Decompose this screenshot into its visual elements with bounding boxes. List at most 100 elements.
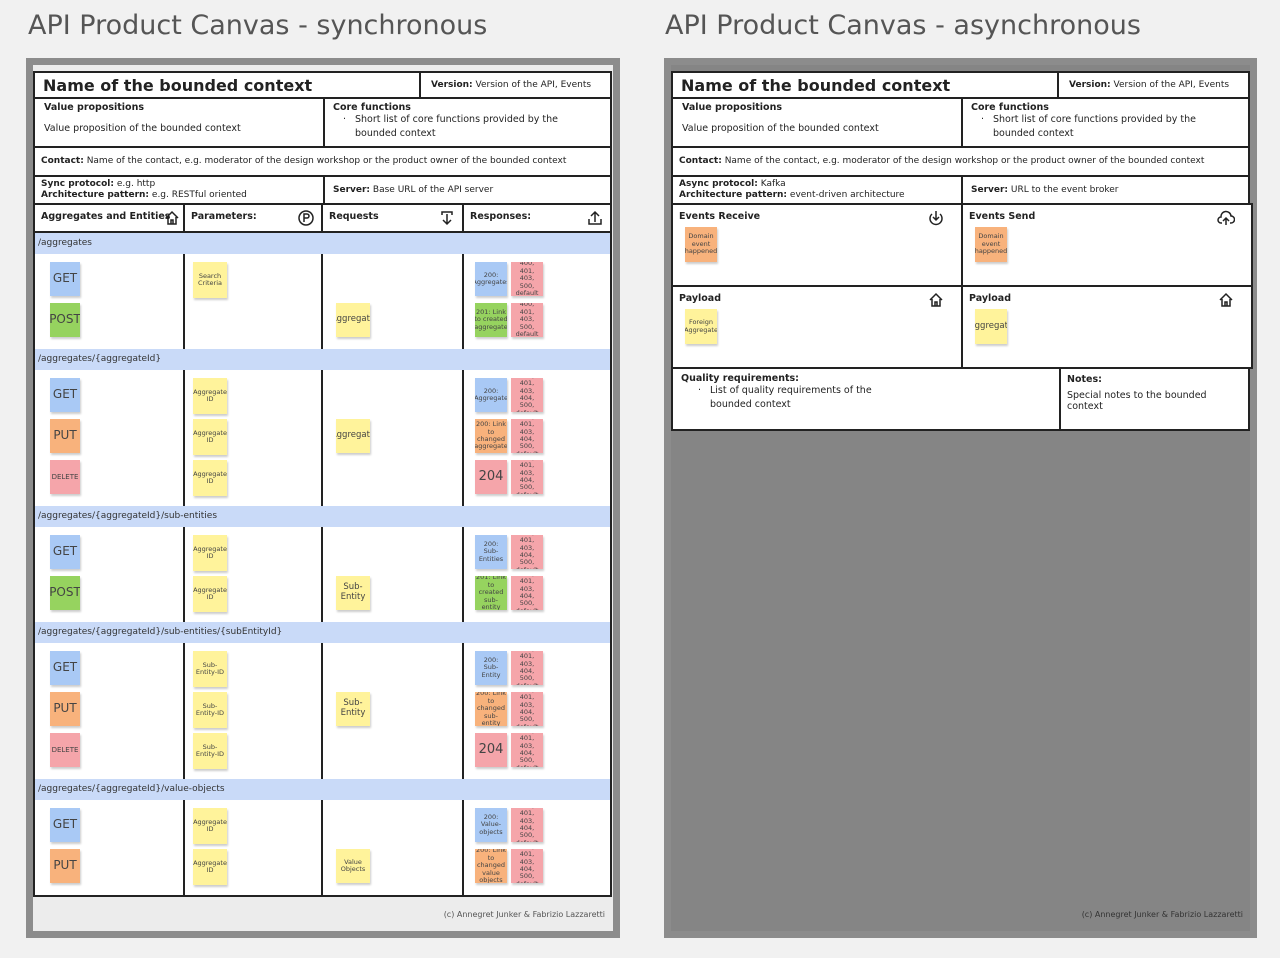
sticky-note: POST: [50, 303, 80, 337]
notes-box: Notes: Special notes to the bounded conte…: [1059, 367, 1250, 431]
sticky-note: 400, 401, 403, 404, 500, default: [511, 378, 543, 412]
notes-text: Special notes to the bounded context: [1067, 390, 1207, 412]
column-header-text: Responses:: [470, 211, 532, 222]
sticky-note: Aggregate ID: [193, 460, 227, 496]
value-propositions-label: Value propositions: [682, 102, 783, 113]
sticky-note: 204: [475, 733, 507, 767]
sticky-note: Aggregate ID: [193, 378, 227, 414]
sticky-note: GET: [50, 378, 80, 412]
bounded-context-name: Name of the bounded context: [43, 76, 313, 95]
notes-label: Notes:: [1067, 374, 1102, 385]
protocol: Sync protocol: e.g. http: [41, 179, 317, 190]
resource-path: /aggregates/{aggregateId}: [35, 349, 610, 370]
sticky-note: Aggregate ID: [193, 808, 227, 844]
core-functions-list: Short list of core functions provided by…: [333, 113, 602, 141]
value-propositions-box: Value propositions Value proposition of t…: [671, 97, 963, 148]
icon: [929, 211, 943, 226]
sticky-note: Sub-Entity-ID: [193, 692, 227, 728]
protocol-label: Async protocol:: [679, 179, 758, 189]
sticky-note: 400, 401, 403, 404, 500, default: [511, 576, 543, 610]
sticky-note: Aggregate: [336, 303, 370, 337]
icon: [1219, 292, 1233, 307]
contact-text: Name of the contact, e.g. moderator of t…: [724, 156, 1205, 166]
sticky-note: 400, 401, 403, 404, 500, default: [511, 849, 543, 883]
name-box: Name of the bounded context: [33, 71, 421, 99]
architecture-label: Architecture pattern:: [41, 190, 150, 200]
server: Server: URL to the event broker: [971, 185, 1240, 196]
server-box: Server: Base URL of the API server: [323, 175, 612, 205]
column-header: Aggregates and Entities: [33, 203, 185, 233]
sticky-note: Domain event happened: [975, 227, 1007, 262]
sticky-note: Aggregate ID: [193, 576, 227, 612]
sticky-note: Search Criteria: [193, 262, 227, 298]
version-label: Version:: [431, 80, 473, 90]
sticky-note: Sub-Entity: [336, 692, 370, 726]
core-functions-list: Short list of core functions provided by…: [971, 113, 1240, 141]
column-divider: [321, 231, 323, 896]
sticky-note: Foreign Aggregate: [685, 309, 717, 344]
sticky-note: 400, 401, 403, 404, 500, default: [511, 733, 543, 767]
sticky-note: GET: [50, 808, 80, 842]
protocol-box: Async protocol: Kafka Architecture patter…: [671, 175, 963, 205]
column-divider: [183, 231, 185, 896]
quality-list: List of quality requirements of the boun…: [681, 384, 900, 412]
sticky-note: PUT: [50, 692, 80, 726]
core-functions-list-item: Short list of core functions provided by…: [993, 113, 1240, 141]
quality-list-item: List of quality requirements of the boun…: [710, 384, 900, 412]
contact-box: Contact: Name of the contact, e.g. moder…: [671, 146, 1250, 177]
version: Version: Version of the API, Events: [1069, 80, 1238, 91]
icon: [588, 210, 602, 225]
resource-path: /aggregates/{aggregateId}/sub-entities/{…: [35, 622, 610, 643]
sticky-note: 400, 401, 403, 404, 500, default: [511, 419, 543, 453]
sticky-note: 201: Link to created aggregate: [475, 303, 507, 337]
contact-box: Contact: Name of the contact, e.g. moder…: [33, 146, 612, 177]
sticky-note: 204: [475, 460, 507, 494]
sticky-note: 400, 401, 403, 404, 500, default: [511, 651, 543, 685]
contact-label: Contact:: [41, 156, 84, 166]
event-box: Events Receive: [671, 203, 963, 287]
sticky-note: Aggregate: [336, 419, 370, 453]
canvas-title: API Product Canvas - asynchronous: [665, 10, 1141, 41]
sticky-note: GET: [50, 651, 80, 685]
sticky-note: Domain event happened: [685, 227, 717, 262]
sticky-note: Aggregate: [975, 309, 1007, 344]
sticky-note: GET: [50, 262, 80, 296]
value-propositions-text: Value proposition of the bounded context: [682, 123, 879, 134]
sticky-note: 200: Link to changed value objects: [475, 849, 507, 883]
server-text: URL to the event broker: [1010, 185, 1119, 195]
version: Version: Version of the API, Events: [431, 80, 600, 91]
column-header: Parameters:: [183, 203, 323, 233]
sticky-note: Value Objects: [336, 849, 370, 883]
architecture-text: event-driven architecture: [789, 190, 905, 200]
event-box: Payload: [961, 285, 1253, 369]
sticky-note: 400, 401, 403, 404, 500, default: [511, 535, 543, 569]
event-label: Events Receive: [679, 211, 761, 222]
sticky-note: 400, 401, 403, 404, 500, default: [511, 692, 543, 726]
core-functions-box: Core functionsShort list of core functio…: [323, 97, 612, 148]
event-label: Payload: [969, 293, 1012, 304]
value-propositions-label: Value propositions: [44, 102, 145, 113]
sticky-note: DELETE: [50, 733, 80, 767]
sticky-note: 200: Sub-Entity: [475, 651, 507, 685]
contact: Contact: Name of the contact, e.g. moder…: [41, 156, 604, 167]
column-header-text: Requests: [329, 211, 379, 222]
sticky-note: Aggregate ID: [193, 419, 227, 455]
resource-path: /aggregates/{aggregateId}/sub-entities: [35, 506, 610, 527]
version-text: Version of the API, Events: [475, 80, 592, 90]
sticky-note: Aggregate ID: [193, 849, 227, 885]
server-label: Server:: [971, 185, 1009, 195]
event-label: Payload: [679, 293, 722, 304]
server-label: Server:: [333, 185, 371, 195]
sticky-note: 200: Value-objects: [475, 808, 507, 842]
sticky-note: 201: Link to created sub-entity: [475, 576, 507, 610]
sticky-note: 200: Link to changed aggregate: [475, 419, 507, 453]
quality-box: Quality requirements:List of quality req…: [671, 367, 1061, 431]
footer: (c) Annegret Junker & Fabrizio Lazzarett…: [1081, 910, 1243, 919]
contact: Contact: Name of the contact, e.g. moder…: [679, 156, 1242, 167]
resource-path: /aggregates/{aggregateId}/value-objects: [35, 779, 610, 800]
resource-path: /aggregates: [35, 233, 610, 254]
protocol-label: Sync protocol:: [41, 179, 114, 189]
version-box: Version: Version of the API, Events: [419, 71, 612, 99]
protocol: Async protocol: Kafka: [679, 179, 955, 190]
